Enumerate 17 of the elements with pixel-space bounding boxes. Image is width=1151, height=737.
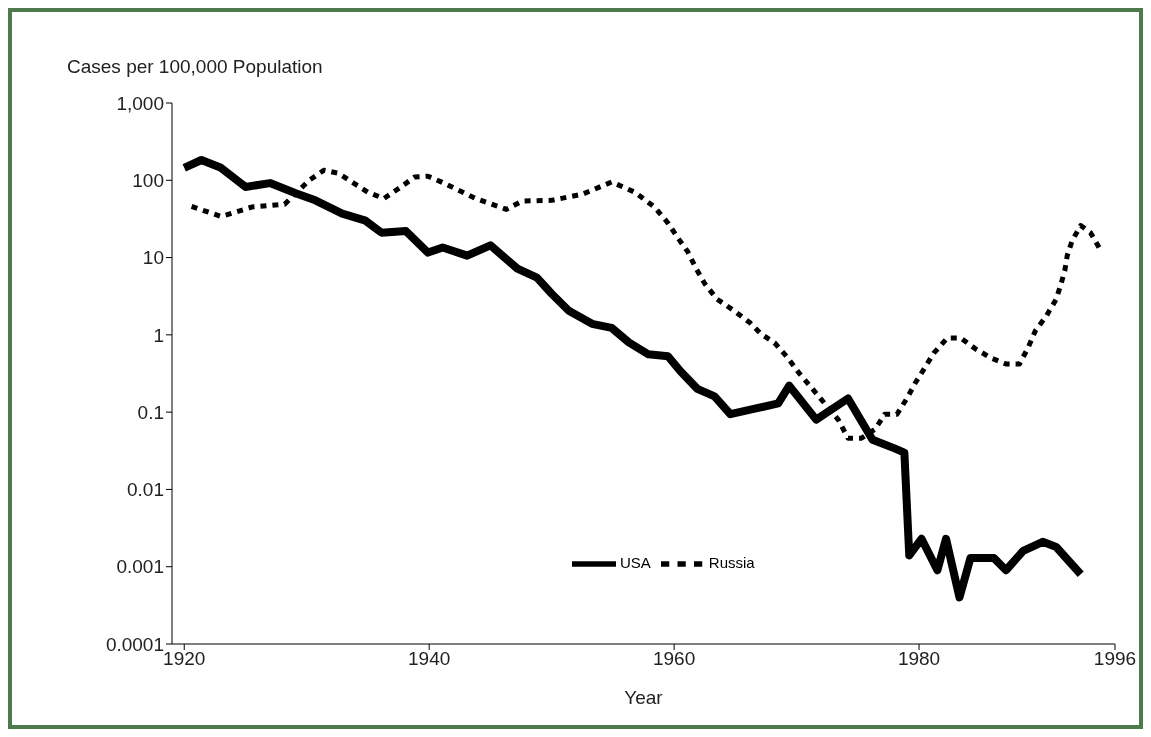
x-tick-label: 1980 [897, 648, 941, 670]
y-tick-label: 0.001 [116, 556, 164, 578]
y-tick-label: 0.01 [127, 479, 164, 501]
x-tick-label: 1960 [652, 648, 696, 670]
legend-label: USA [620, 554, 651, 572]
y-tick-label: 1 [153, 324, 164, 346]
x-axis-title: Year [624, 687, 664, 708]
x-tick-label: 1920 [163, 648, 206, 670]
y-tick-label: 10 [142, 247, 164, 269]
y-tick-label: 1,000 [116, 92, 164, 114]
x-tick-label: 1940 [408, 648, 451, 670]
legend-label: Russia [708, 554, 755, 572]
y-tick-label: 0.1 [137, 401, 164, 423]
y-axis-title: Cases per 100,000 Population [67, 56, 323, 78]
y-tick-label: 100 [132, 170, 164, 192]
x-tick-label: 1996 [1093, 648, 1137, 670]
y-tick-label: 0.0001 [105, 633, 164, 655]
